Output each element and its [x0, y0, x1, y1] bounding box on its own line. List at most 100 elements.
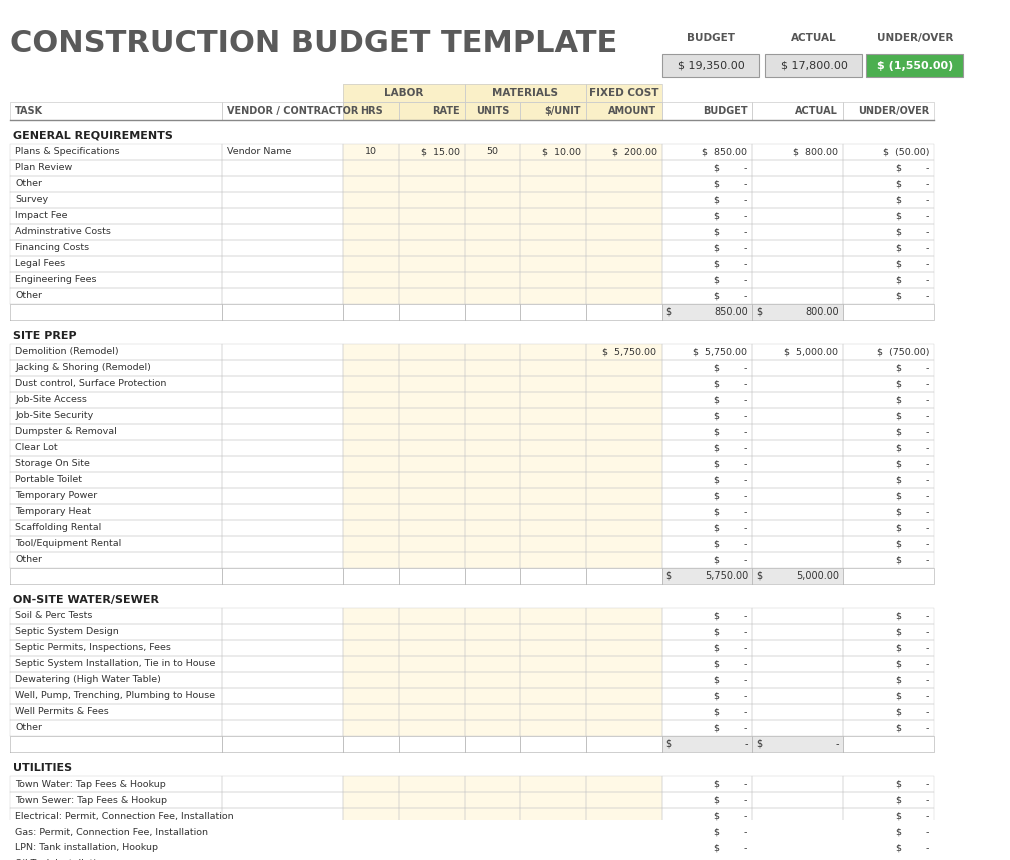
Bar — [222, 656, 343, 672]
Bar — [222, 192, 343, 208]
Text: $        -: $ - — [896, 779, 929, 789]
Bar — [343, 192, 399, 208]
Bar — [465, 255, 520, 272]
Bar — [343, 408, 399, 424]
Text: $  5,750.00: $ 5,750.00 — [603, 347, 657, 356]
Bar — [399, 519, 465, 536]
Bar — [10, 808, 222, 824]
Text: $        -: $ - — [896, 524, 929, 532]
Bar — [843, 688, 934, 703]
Bar — [662, 856, 752, 860]
Bar — [520, 840, 586, 856]
Bar — [752, 192, 843, 208]
Bar — [465, 672, 520, 688]
Bar — [520, 808, 586, 824]
Text: Engineering Fees: Engineering Fees — [15, 275, 97, 285]
Bar — [222, 688, 343, 703]
Bar — [10, 224, 222, 240]
Bar — [343, 272, 399, 288]
Bar — [843, 408, 934, 424]
Text: Dust control, Surface Protection: Dust control, Surface Protection — [15, 379, 167, 389]
Bar — [662, 101, 752, 120]
Bar — [520, 519, 586, 536]
Bar — [662, 175, 752, 192]
Bar — [222, 439, 343, 456]
Text: Septic Permits, Inspections, Fees: Septic Permits, Inspections, Fees — [15, 643, 171, 653]
Bar — [222, 240, 343, 255]
Bar — [662, 808, 752, 824]
Bar — [222, 456, 343, 472]
Bar — [10, 408, 222, 424]
Bar — [752, 208, 843, 224]
Bar — [843, 656, 934, 672]
Bar — [343, 568, 399, 584]
Bar — [586, 688, 662, 703]
Bar — [520, 720, 586, 736]
Text: Impact Fee: Impact Fee — [15, 212, 68, 220]
Bar — [10, 288, 222, 304]
Bar — [399, 408, 465, 424]
Bar — [343, 552, 399, 568]
Bar — [520, 175, 586, 192]
Text: Other: Other — [15, 556, 42, 564]
Text: Soil & Perc Tests: Soil & Perc Tests — [15, 611, 93, 620]
Text: $        -: $ - — [714, 708, 747, 716]
Bar — [843, 824, 934, 840]
Bar — [843, 672, 934, 688]
Bar — [662, 519, 752, 536]
Bar — [465, 439, 520, 456]
Text: UNDER/OVER: UNDER/OVER — [877, 33, 953, 43]
Text: $        -: $ - — [714, 411, 747, 421]
Bar — [343, 376, 399, 392]
Bar — [399, 703, 465, 720]
Bar — [343, 840, 399, 856]
Bar — [465, 208, 520, 224]
Bar — [752, 568, 843, 584]
Bar — [399, 392, 465, 408]
Bar — [843, 392, 934, 408]
Bar — [222, 424, 343, 439]
Bar — [520, 144, 586, 160]
Bar — [586, 272, 662, 288]
Bar — [662, 344, 752, 360]
Bar — [399, 736, 465, 752]
Bar — [343, 456, 399, 472]
Bar — [10, 656, 222, 672]
Text: $  (50.00): $ (50.00) — [883, 147, 929, 157]
Bar — [465, 288, 520, 304]
Bar — [10, 160, 222, 175]
Text: -: - — [745, 739, 748, 749]
Bar — [520, 656, 586, 672]
Text: $        -: $ - — [896, 611, 929, 620]
Bar — [399, 424, 465, 439]
Bar — [343, 344, 399, 360]
Text: Other: Other — [15, 292, 42, 300]
Bar — [343, 160, 399, 175]
Bar — [662, 776, 752, 792]
Bar — [222, 519, 343, 536]
Text: Dewatering (High Water Table): Dewatering (High Water Table) — [15, 675, 161, 685]
Text: $        -: $ - — [714, 628, 747, 636]
Bar — [662, 720, 752, 736]
Bar — [586, 472, 662, 488]
Text: $        -: $ - — [896, 227, 929, 237]
Bar — [222, 288, 343, 304]
Bar — [465, 688, 520, 703]
Bar — [752, 360, 843, 376]
Bar — [343, 439, 399, 456]
Bar — [10, 424, 222, 439]
Bar — [465, 456, 520, 472]
Text: $        -: $ - — [714, 476, 747, 484]
Bar — [222, 808, 343, 824]
Bar — [752, 344, 843, 360]
Bar — [662, 54, 759, 77]
Text: GENERAL REQUIREMENTS: GENERAL REQUIREMENTS — [13, 131, 173, 141]
Bar — [399, 840, 465, 856]
Bar — [222, 392, 343, 408]
Text: $        -: $ - — [714, 275, 747, 285]
Bar — [586, 439, 662, 456]
Bar — [10, 208, 222, 224]
Bar — [843, 856, 934, 860]
Bar — [520, 376, 586, 392]
Bar — [843, 536, 934, 552]
